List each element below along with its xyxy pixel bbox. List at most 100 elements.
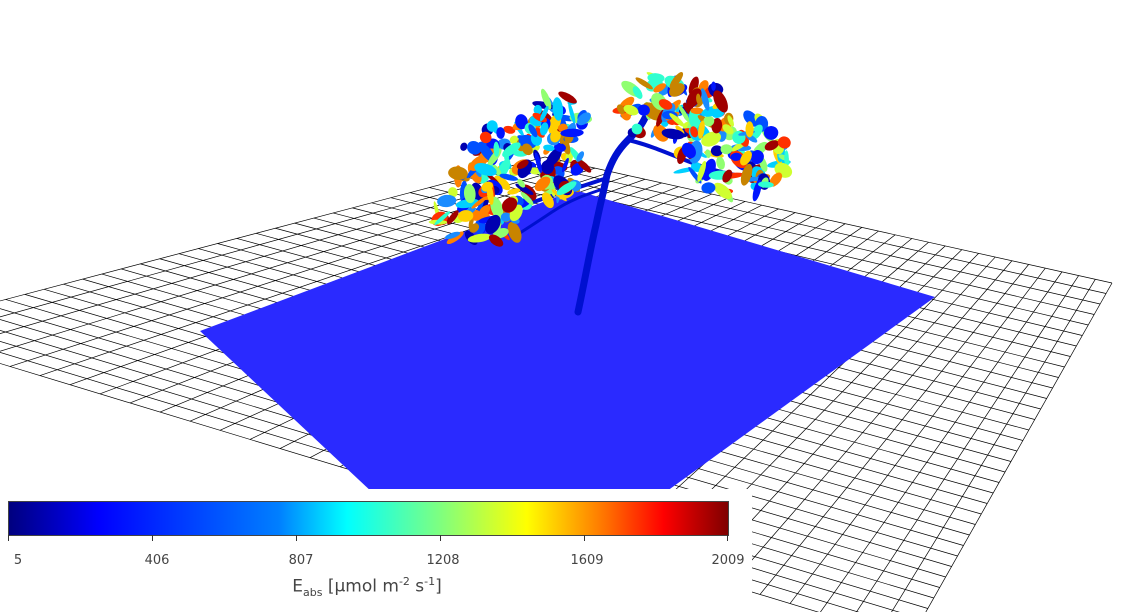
leaf xyxy=(576,151,585,162)
leaf xyxy=(490,196,504,219)
leaf xyxy=(447,210,459,225)
leaf xyxy=(469,155,488,171)
leaf xyxy=(703,115,715,127)
leaf xyxy=(777,136,791,149)
leaf xyxy=(554,142,566,152)
leaf xyxy=(701,182,716,194)
leaf xyxy=(577,159,592,173)
leaf xyxy=(556,181,577,196)
leaf xyxy=(466,140,482,155)
leaf xyxy=(509,135,519,145)
leaf xyxy=(745,121,754,138)
leaf xyxy=(568,102,576,125)
leaf xyxy=(502,197,518,213)
leaf xyxy=(494,175,511,191)
leaf xyxy=(520,191,534,206)
leaf xyxy=(730,152,742,161)
leaf xyxy=(558,91,577,104)
leaf xyxy=(713,182,732,200)
leaf xyxy=(637,104,650,116)
colorbar-tick-label: 406 xyxy=(144,553,170,568)
leaf xyxy=(577,112,591,126)
leaf xyxy=(502,142,521,158)
leaf xyxy=(486,120,498,132)
leaf xyxy=(632,86,643,99)
leaf xyxy=(540,105,549,122)
leaf xyxy=(517,178,526,188)
ground-plane xyxy=(200,190,935,612)
leaf xyxy=(528,124,538,138)
leaf xyxy=(551,189,567,202)
leaf xyxy=(763,125,779,140)
leaf xyxy=(631,123,643,135)
leaf xyxy=(529,167,541,175)
grid-line xyxy=(891,279,1096,612)
leaf xyxy=(758,181,774,188)
colorbar-tick xyxy=(584,535,585,541)
leaf xyxy=(500,212,512,222)
leaf xyxy=(446,231,464,245)
leaf xyxy=(697,160,707,182)
leaf xyxy=(448,187,458,198)
leaf xyxy=(653,83,667,93)
leaf xyxy=(740,163,753,186)
leaf xyxy=(493,141,500,157)
leaf xyxy=(720,144,733,155)
leaf xyxy=(507,221,522,243)
leaf xyxy=(690,107,704,115)
leaf xyxy=(534,176,551,192)
leaf xyxy=(542,158,552,166)
branch xyxy=(513,188,602,238)
leaf xyxy=(635,77,653,90)
leaf xyxy=(521,143,533,156)
plant-leaves xyxy=(428,72,793,247)
leaf xyxy=(448,166,468,180)
leaf xyxy=(713,90,728,113)
leaf xyxy=(722,169,733,183)
leaf xyxy=(658,99,673,110)
leaf xyxy=(488,234,504,247)
colorbar-tick xyxy=(8,535,9,541)
leaf xyxy=(716,156,725,170)
leaf xyxy=(503,125,516,134)
colorbar-tick xyxy=(727,535,728,541)
leaf xyxy=(681,142,696,159)
leaf xyxy=(444,231,461,240)
leaf xyxy=(750,150,764,165)
leaf xyxy=(481,181,493,192)
leaf xyxy=(700,88,710,111)
leaf xyxy=(516,159,529,169)
leaf xyxy=(479,131,492,144)
leaf xyxy=(616,104,626,114)
leaf xyxy=(678,104,690,123)
leaf xyxy=(499,173,518,181)
colorbar-legend: 5 406 807 1208 1609 2009 Eabs [µmol m-2 … xyxy=(0,489,752,612)
leaf xyxy=(534,152,542,174)
leaf xyxy=(690,126,698,138)
leaf xyxy=(784,150,789,167)
leaf xyxy=(653,124,669,142)
leaf xyxy=(467,233,492,243)
leaf xyxy=(507,188,521,195)
leaf xyxy=(764,140,779,151)
leaf xyxy=(469,223,480,233)
leaf xyxy=(698,120,705,139)
leaf xyxy=(711,81,716,91)
leaf xyxy=(661,128,685,140)
leaf xyxy=(457,210,474,222)
leaf xyxy=(669,72,684,89)
leaf xyxy=(561,157,569,173)
colorbar-tick xyxy=(296,535,297,541)
colorbar-title: Eabs [µmol m-2 s-1] xyxy=(292,575,442,600)
leaf xyxy=(743,110,759,127)
leaf xyxy=(543,144,556,152)
leaf xyxy=(623,104,639,116)
grid-line xyxy=(729,260,1013,586)
leaf xyxy=(740,150,752,166)
leaf xyxy=(541,88,552,110)
leaf xyxy=(517,135,530,142)
leaf xyxy=(532,112,548,123)
leaf xyxy=(485,214,501,234)
colorbar-tick-label: 1208 xyxy=(426,553,460,568)
